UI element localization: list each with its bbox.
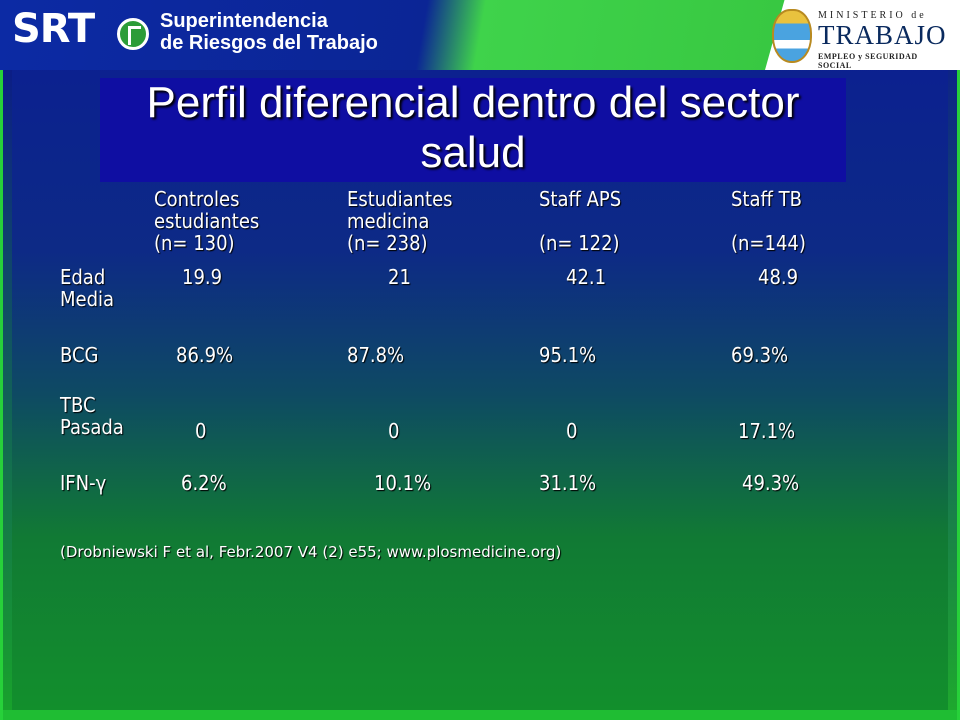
col-header-2: Estudiantes medicina (n= 238): [347, 188, 453, 254]
col-header-4: Staff TB (n=144): [731, 188, 806, 254]
srt-logo-text: SRT: [12, 6, 95, 52]
row-label-edad-line2: Media: [60, 287, 115, 311]
col-header-3-spacer: [539, 210, 621, 232]
ministry-top-text: MINISTERIO de: [818, 10, 927, 21]
row-label-bcg: BCG: [60, 343, 99, 367]
row-label-tbc-line2: Pasada: [60, 415, 124, 439]
cell-tbc-4: 17.1%: [738, 419, 796, 443]
citation: (Drobniewski F et al, Febr.2007 V4 (2) e…: [60, 543, 562, 561]
col-header-1-line1: Controles: [154, 187, 240, 211]
cell-ifn-3: 31.1%: [539, 471, 597, 495]
ministry-logo: MINISTERIO de TRABAJO EMPLEO y SEGURIDAD…: [766, 6, 947, 70]
cell-edad-3: 42.1: [566, 265, 607, 289]
slide-title-line2: salud: [420, 128, 526, 177]
cell-ifn-4: 49.3%: [742, 471, 800, 495]
col-header-3: Staff APS (n= 122): [539, 188, 621, 254]
coat-of-arms-icon: [772, 9, 812, 63]
cell-ifn-1: 6.2%: [181, 471, 227, 495]
cell-tbc-3: 0: [566, 419, 578, 443]
row-label-edad-line1: Edad: [60, 265, 106, 289]
right-border-bar: [948, 70, 957, 710]
col-header-4-line3: (n=144): [731, 231, 806, 255]
row-label-tbc: TBC Pasada: [60, 394, 124, 438]
row-label-edad: Edad Media: [60, 266, 114, 310]
cell-bcg-2: 87.8%: [347, 343, 405, 367]
cell-bcg-1: 86.9%: [176, 343, 234, 367]
header-banner: SRT Superintendencia de Riesgos del Trab…: [0, 0, 960, 70]
org-name-line1: Superintendencia: [160, 10, 328, 32]
srt-logo-icon: [117, 18, 149, 50]
cell-tbc-1: 0: [195, 419, 207, 443]
cell-tbc-2: 0: [388, 419, 400, 443]
cell-bcg-4: 69.3%: [731, 343, 789, 367]
title-box: [100, 78, 846, 182]
col-header-2-line2: medicina: [347, 209, 430, 233]
row-label-ifn: IFN-γ: [60, 471, 107, 495]
slide-title-line1: Perfil diferencial dentro del sector: [146, 78, 800, 127]
col-header-2-line3: (n= 238): [347, 231, 428, 255]
bottom-border-bar: [3, 710, 957, 720]
col-header-1-line3: (n= 130): [154, 231, 235, 255]
ministry-main-text: TRABAJO: [818, 20, 947, 50]
row-label-tbc-line1: TBC: [60, 393, 96, 417]
org-name: Superintendencia de Riesgos del Trabajo: [160, 10, 378, 54]
col-header-3-line1: Staff APS: [539, 187, 622, 211]
slide-title: Perfil diferencial dentro del sector sal…: [100, 78, 846, 178]
col-header-4-spacer: [731, 210, 806, 232]
col-header-1-line2: estudiantes: [154, 209, 260, 233]
col-header-3-line3: (n= 122): [539, 231, 620, 255]
col-header-4-line1: Staff TB: [731, 187, 802, 211]
cell-edad-2: 21: [388, 265, 411, 289]
cell-ifn-2: 10.1%: [374, 471, 432, 495]
left-border-bar: [3, 70, 12, 710]
ministry-sub-text: EMPLEO y SEGURIDAD SOCIAL: [818, 52, 918, 70]
cell-edad-4: 48.9: [758, 265, 799, 289]
cell-bcg-3: 95.1%: [539, 343, 597, 367]
col-header-1: Controles estudiantes (n= 130): [154, 188, 259, 254]
cell-edad-1: 19.9: [182, 265, 223, 289]
org-name-line2: de Riesgos del Trabajo: [160, 32, 378, 54]
col-header-2-line1: Estudiantes: [347, 187, 453, 211]
